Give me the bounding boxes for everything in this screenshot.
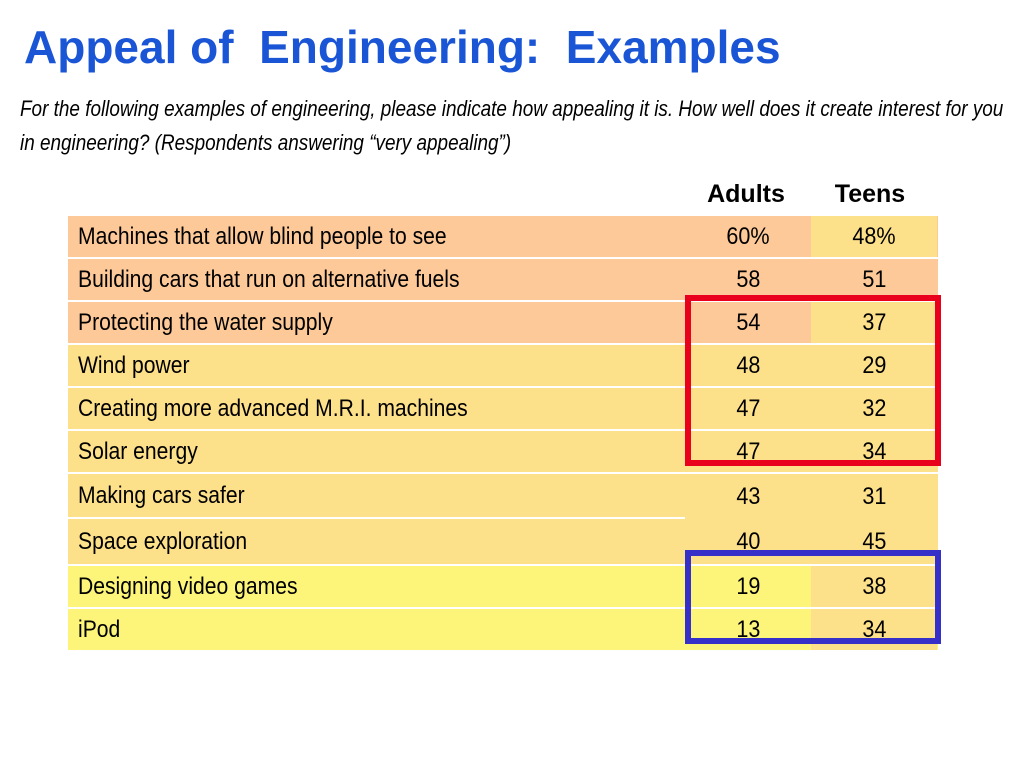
table-row: Making cars safer 43 31 (68, 474, 938, 519)
teens-value: 34 (811, 609, 937, 650)
column-header-adults: Adults (707, 180, 785, 208)
adults-value: 58 (685, 259, 811, 300)
adults-value: 47 (685, 388, 811, 429)
row-label: Machines that allow blind people to see (78, 222, 447, 250)
teens-value: 34 (811, 431, 937, 472)
teens-value: 37 (811, 302, 937, 343)
table-row: Protecting the water supply 54 37 (68, 302, 938, 345)
adults-value: 60% (685, 216, 811, 257)
teens-value: 32 (811, 388, 937, 429)
teens-value: 45 (811, 519, 937, 564)
row-label: Space exploration (78, 527, 248, 555)
table-row: Machines that allow blind people to see … (68, 216, 938, 259)
slide-subtitle: For the following examples of engineerin… (20, 96, 1004, 155)
adults-value: 48 (685, 345, 811, 386)
slide-title: Appeal of Engineering: Examples (24, 21, 781, 73)
row-label: Making cars safer (68, 474, 685, 519)
row-label: iPod (78, 615, 121, 643)
row-label: Creating more advanced M.R.I. machines (78, 394, 468, 422)
adults-value: 43 (685, 474, 811, 519)
table-row: iPod 13 34 (68, 609, 938, 650)
row-label: Wind power (78, 351, 190, 379)
column-header-teens: Teens (834, 180, 906, 208)
row-label: Solar energy (78, 437, 198, 465)
table-row: Building cars that run on alternative fu… (68, 259, 938, 302)
table-row: Space exploration 40 45 (68, 519, 938, 566)
row-label: Building cars that run on alternative fu… (78, 265, 460, 293)
results-table: Machines that allow blind people to see … (68, 216, 938, 650)
row-label: Protecting the water supply (78, 308, 333, 336)
adults-value: 40 (685, 519, 811, 564)
teens-value: 38 (811, 566, 937, 607)
table-row: Designing video games 19 38 (68, 566, 938, 609)
row-label: Designing video games (78, 572, 298, 600)
teens-value: 29 (811, 345, 937, 386)
table-row: Solar energy 47 34 (68, 431, 938, 474)
adults-value: 19 (685, 566, 811, 607)
adults-value: 47 (685, 431, 811, 472)
table-row: Wind power 48 29 (68, 345, 938, 388)
adults-value: 13 (685, 609, 811, 650)
adults-value: 54 (685, 302, 811, 343)
teens-value: 31 (811, 474, 937, 519)
teens-value: 48% (811, 216, 937, 257)
table-row: Creating more advanced M.R.I. machines 4… (68, 388, 938, 431)
teens-value: 51 (811, 259, 937, 300)
